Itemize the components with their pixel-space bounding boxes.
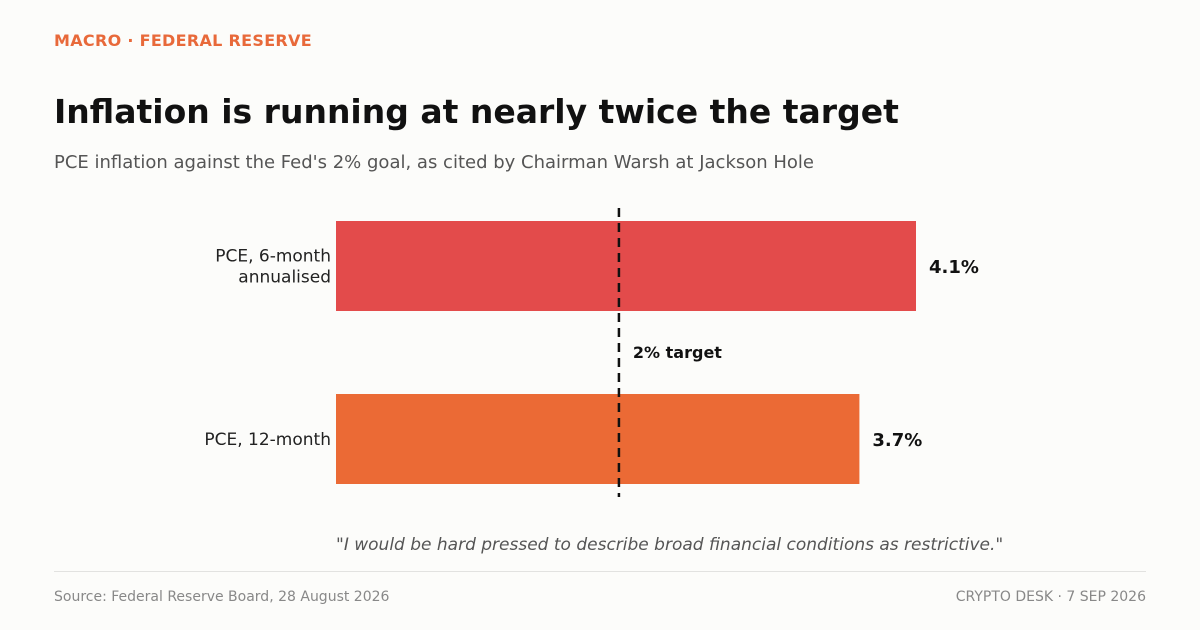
source-note: Source: Federal Reserve Board, 28 August… xyxy=(54,589,390,605)
bar xyxy=(336,221,916,311)
chart-title: Inflation is running at nearly twice the… xyxy=(54,92,899,131)
category-label: annualised xyxy=(238,268,331,288)
quote: "I would be hard pressed to describe bro… xyxy=(336,535,1004,555)
category-label: PCE, 12-month xyxy=(204,430,331,450)
kicker: MACRO · FEDERAL RESERVE xyxy=(54,31,312,50)
category-label: PCE, 6-month xyxy=(215,247,331,267)
publication-credit: CRYPTO DESK · 7 SEP 2026 xyxy=(955,589,1146,605)
bar xyxy=(336,394,860,484)
bar-value-label: 4.1% xyxy=(929,257,979,278)
target-line-label: 2% target xyxy=(633,343,722,362)
footer-divider xyxy=(54,571,1146,572)
chart-subtitle: PCE inflation against the Fed's 2% goal,… xyxy=(54,152,815,173)
bar-value-label: 3.7% xyxy=(872,430,922,451)
